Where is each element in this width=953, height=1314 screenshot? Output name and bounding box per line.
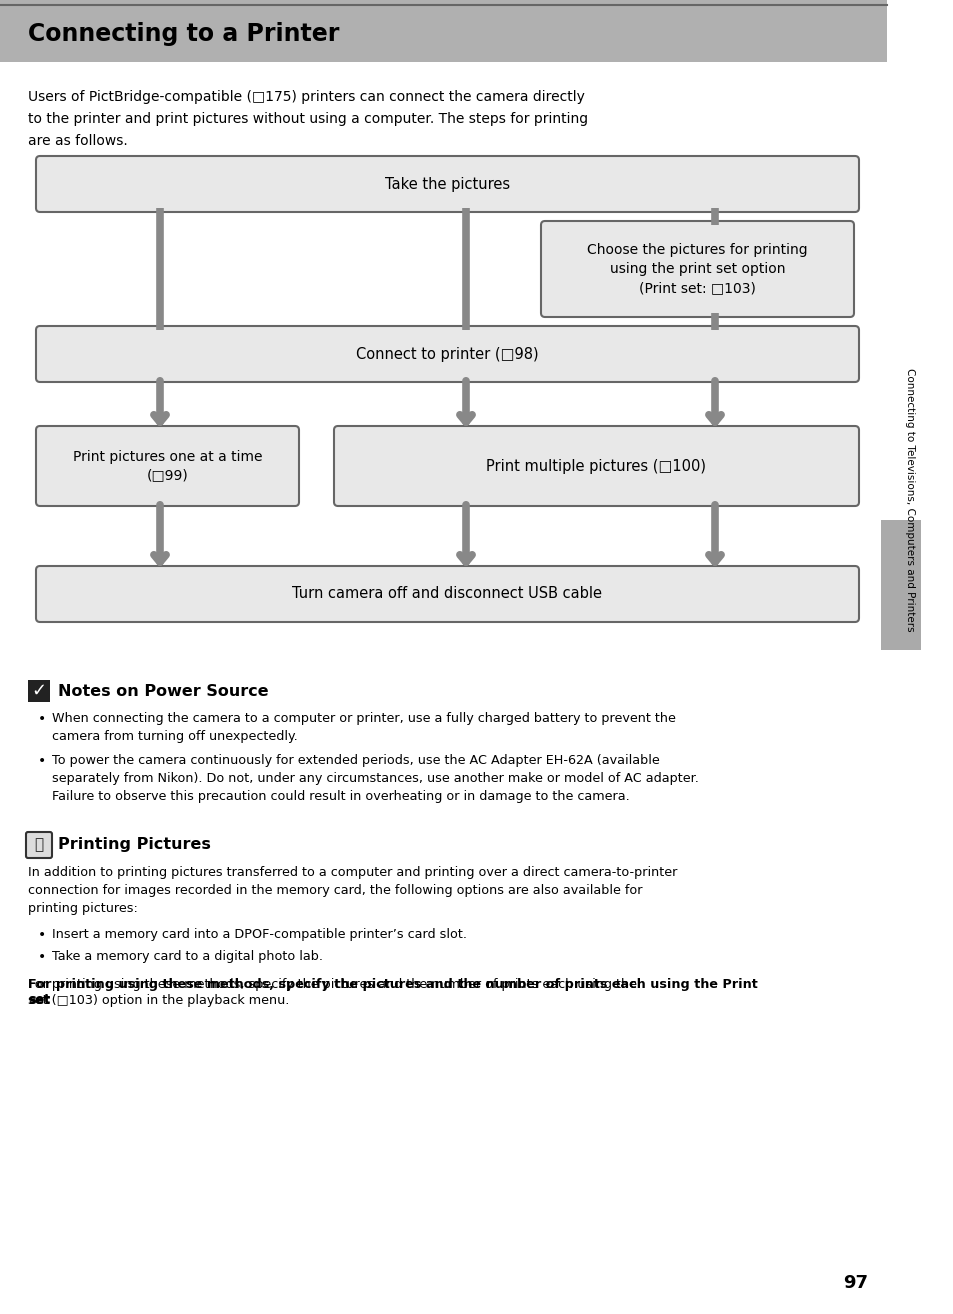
Text: For printing using these methods, specify the pictures and the number of prints : For printing using these methods, specif… (28, 978, 757, 1007)
Text: Insert a memory card into a DPOF-compatible printer’s card slot.: Insert a memory card into a DPOF-compati… (52, 928, 467, 941)
Text: Choose the pictures for printing
using the print set option
(Print set: □103): Choose the pictures for printing using t… (587, 243, 807, 294)
Text: •: • (38, 712, 46, 727)
FancyBboxPatch shape (26, 832, 52, 858)
FancyBboxPatch shape (540, 221, 853, 317)
Text: Print pictures one at a time
(□99): Print pictures one at a time (□99) (72, 449, 262, 482)
Text: ⌕: ⌕ (34, 837, 44, 853)
FancyBboxPatch shape (334, 426, 858, 506)
FancyBboxPatch shape (36, 156, 858, 212)
Bar (28, 681, 50, 702)
FancyBboxPatch shape (36, 566, 858, 622)
Text: In addition to printing pictures transferred to a computer and printing over a d: In addition to printing pictures transfe… (28, 866, 677, 915)
Text: ✓: ✓ (31, 682, 47, 700)
Text: set: set (28, 993, 51, 1007)
Text: are as follows.: are as follows. (28, 134, 128, 148)
Text: Take a memory card to a digital photo lab.: Take a memory card to a digital photo la… (52, 950, 323, 963)
Text: For printing using these methods, specify the pictures and the number of prints : For printing using these methods, specif… (28, 978, 640, 991)
Text: to the printer and print pictures without using a computer. The steps for printi: to the printer and print pictures withou… (28, 112, 587, 126)
FancyBboxPatch shape (36, 326, 858, 382)
Text: Print multiple pictures (□100): Print multiple pictures (□100) (486, 459, 706, 473)
Text: To power the camera continuously for extended periods, use the AC Adapter EH-62A: To power the camera continuously for ext… (52, 754, 699, 803)
Bar (881, 520, 921, 650)
Text: 97: 97 (842, 1275, 867, 1292)
FancyBboxPatch shape (36, 426, 298, 506)
Text: set (□103) option in the playback menu.: set (□103) option in the playback menu. (28, 993, 289, 1007)
Text: When connecting the camera to a computer or printer, use a fully charged battery: When connecting the camera to a computer… (52, 712, 675, 742)
Text: Notes on Power Source: Notes on Power Source (58, 683, 269, 699)
Text: Connecting to a Printer: Connecting to a Printer (28, 22, 339, 46)
Text: •: • (38, 928, 46, 942)
Text: •: • (38, 754, 46, 767)
Text: Users of PictBridge-compatible (□175) printers can connect the camera directly: Users of PictBridge-compatible (□175) pr… (28, 89, 584, 104)
Text: •: • (38, 950, 46, 964)
Bar (0, 0, 886, 62)
Text: Connecting to Televisions, Computers and Printers: Connecting to Televisions, Computers and… (904, 368, 914, 632)
Text: Connect to printer (□98): Connect to printer (□98) (355, 347, 538, 361)
Text: Turn camera off and disconnect USB cable: Turn camera off and disconnect USB cable (293, 586, 602, 602)
Text: Take the pictures: Take the pictures (384, 176, 510, 192)
Text: Printing Pictures: Printing Pictures (58, 837, 211, 853)
